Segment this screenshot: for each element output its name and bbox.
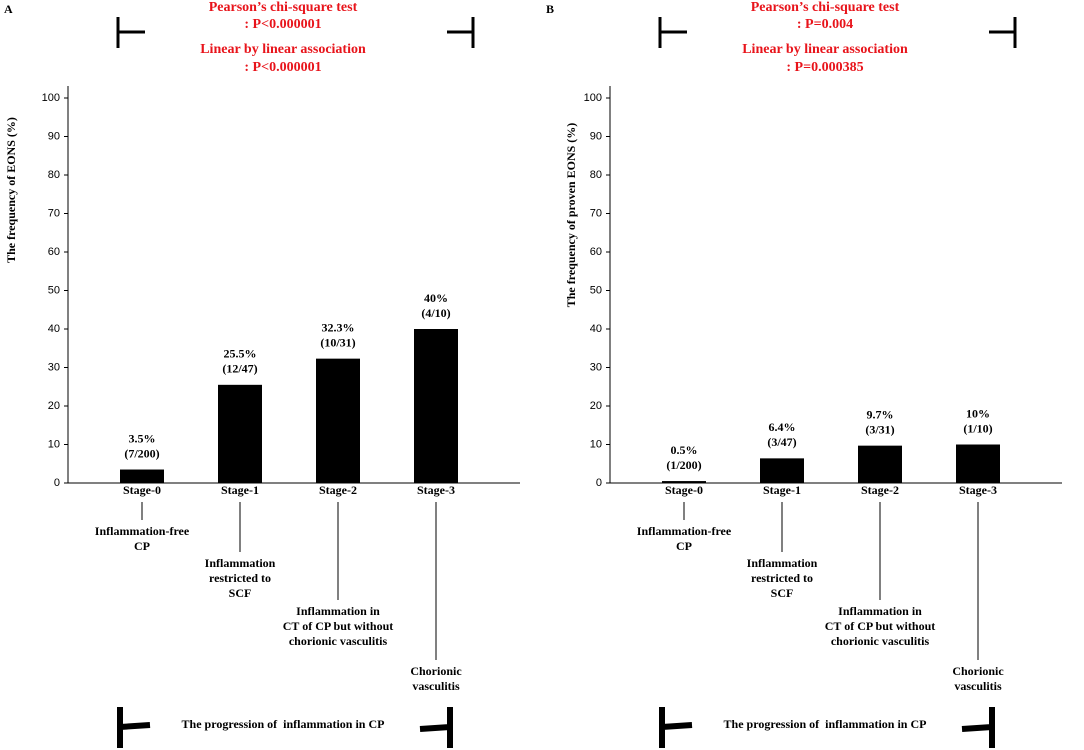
- panel-label: A: [4, 2, 13, 16]
- annotation: Linear by linear association: [742, 42, 908, 57]
- count-label: (10/31): [320, 335, 355, 349]
- y-tick-label: 100: [584, 92, 602, 104]
- x-axis-label: The progression of inflammation in CP: [724, 717, 927, 731]
- category-description: SCF: [229, 586, 252, 600]
- category-description: CT of CP but without: [825, 619, 935, 633]
- annotation: Pearson’s chi-square test: [209, 0, 358, 15]
- category-description: SCF: [771, 586, 794, 600]
- y-axis-label: The frequency of proven EONS (%): [564, 123, 578, 308]
- bar: [414, 329, 458, 483]
- y-tick-label: 30: [590, 361, 602, 373]
- category-description: vasculitis: [954, 679, 1002, 693]
- value-label: 40%: [424, 291, 448, 305]
- value-label: 0.5%: [671, 443, 698, 457]
- x-axis-label: The progression of inflammation in CP: [182, 717, 385, 731]
- y-axis-label: The frequency of EONS (%): [4, 117, 18, 263]
- bar: [316, 358, 360, 483]
- value-label: 25.5%: [224, 347, 257, 361]
- count-label: (7/200): [124, 446, 159, 460]
- y-tick-label: 30: [48, 361, 60, 373]
- count-label: (1/10): [963, 421, 992, 435]
- y-tick-label: 80: [590, 169, 602, 181]
- category-description: Chorionic: [952, 664, 1004, 678]
- bracket: [659, 707, 693, 748]
- x-tick-label: Stage-1: [763, 483, 801, 497]
- category-description: restricted to: [209, 571, 271, 585]
- y-tick-label: 50: [590, 284, 602, 296]
- y-tick-label: 0: [54, 477, 60, 489]
- x-tick-label: Stage-1: [221, 483, 259, 497]
- category-description: Inflammation: [205, 556, 276, 570]
- category-description: Inflammation in: [296, 604, 380, 618]
- y-tick-label: 100: [42, 92, 60, 104]
- y-tick-label: 0: [596, 477, 602, 489]
- x-tick-label: Stage-0: [123, 483, 161, 497]
- bracket: [447, 17, 475, 48]
- value-label: 3.5%: [129, 431, 156, 445]
- annotation: : P=0.000385: [786, 60, 863, 75]
- category-description: Inflammation in: [838, 604, 922, 618]
- x-tick-label: Stage-0: [665, 483, 703, 497]
- bracket: [989, 17, 1017, 48]
- value-label: 32.3%: [322, 320, 355, 334]
- category-description: vasculitis: [412, 679, 460, 693]
- count-label: (4/10): [421, 306, 450, 320]
- category-description: chorionic vasculitis: [289, 634, 388, 648]
- annotation: Linear by linear association: [200, 42, 366, 57]
- bracket: [658, 17, 687, 48]
- annotation: : P<0.000001: [244, 17, 321, 32]
- category-description: CP: [134, 539, 150, 553]
- bar: [120, 469, 164, 483]
- y-tick-label: 20: [48, 400, 60, 412]
- x-tick-label: Stage-2: [861, 483, 899, 497]
- count-label: (1/200): [666, 458, 701, 472]
- category-description: CP: [676, 539, 692, 553]
- y-tick-label: 60: [590, 246, 602, 258]
- count-label: (3/47): [767, 435, 796, 449]
- bracket: [116, 17, 145, 48]
- bracket: [961, 707, 995, 748]
- count-label: (3/31): [865, 422, 894, 436]
- count-label: (12/47): [222, 362, 257, 376]
- x-tick-label: Stage-3: [959, 483, 997, 497]
- y-tick-label: 60: [48, 246, 60, 258]
- y-tick-label: 20: [590, 400, 602, 412]
- category-description: Inflammation-free: [637, 524, 732, 538]
- x-tick-label: Stage-2: [319, 483, 357, 497]
- annotation: : P=0.004: [797, 17, 853, 32]
- annotation: : P<0.000001: [244, 60, 321, 75]
- bracket: [419, 707, 453, 748]
- annotation: Pearson’s chi-square test: [751, 0, 900, 15]
- category-description: chorionic vasculitis: [831, 634, 930, 648]
- y-tick-label: 40: [590, 323, 602, 335]
- y-tick-label: 70: [48, 207, 60, 219]
- y-tick-label: 90: [48, 130, 60, 142]
- bar: [760, 458, 804, 483]
- panel-label: B: [546, 2, 554, 16]
- bar: [218, 384, 262, 483]
- category-description: Inflammation-free: [95, 524, 190, 538]
- y-tick-label: 90: [590, 130, 602, 142]
- y-tick-label: 50: [48, 284, 60, 296]
- y-tick-label: 10: [48, 438, 60, 450]
- value-label: 10%: [966, 406, 990, 420]
- category-description: Inflammation: [747, 556, 818, 570]
- value-label: 6.4%: [769, 420, 796, 434]
- value-label: 9.7%: [867, 407, 894, 421]
- y-tick-label: 40: [48, 323, 60, 335]
- bar: [662, 481, 706, 483]
- bar: [956, 444, 1000, 483]
- category-description: CT of CP but without: [283, 619, 393, 633]
- y-tick-label: 80: [48, 169, 60, 181]
- y-tick-label: 10: [590, 438, 602, 450]
- category-description: restricted to: [751, 571, 813, 585]
- y-tick-label: 70: [590, 207, 602, 219]
- bracket: [117, 707, 151, 748]
- bar: [858, 445, 902, 483]
- x-tick-label: Stage-3: [417, 483, 455, 497]
- category-description: Chorionic: [410, 664, 462, 678]
